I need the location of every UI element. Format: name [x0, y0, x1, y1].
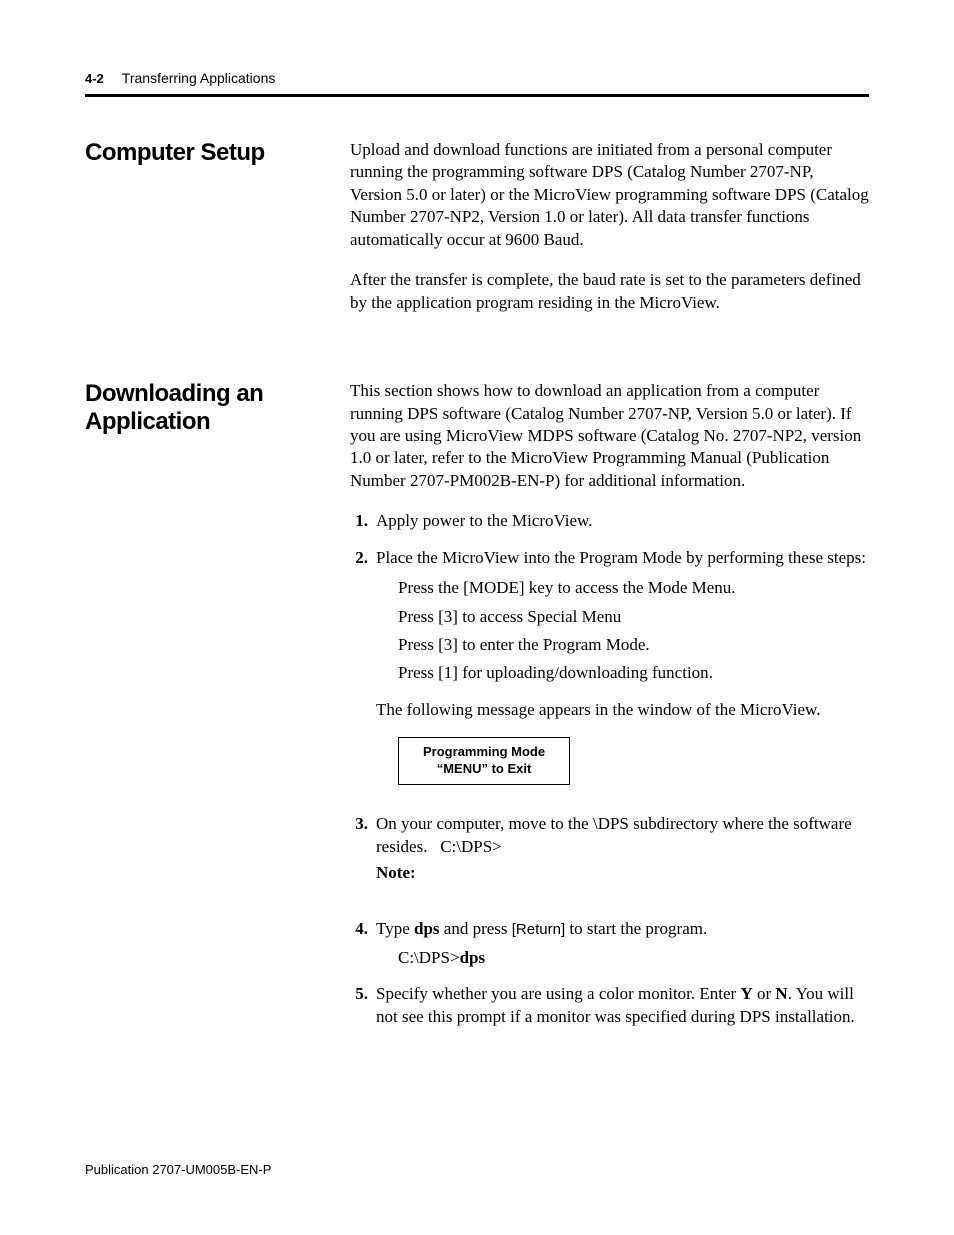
substep: Press [3] to enter the Program Mode.: [398, 634, 869, 656]
list-item: 5. Specify whether you are using a color…: [350, 983, 869, 1028]
step-body: Place the MicroView into the Program Mod…: [376, 547, 869, 791]
list-item: 3. On your computer, move to the \DPS su…: [350, 813, 869, 884]
step-text: or: [753, 984, 776, 1003]
section-body: This section shows how to download an ap…: [350, 380, 869, 1042]
cmd-bold: dps: [460, 948, 486, 967]
step-number: 1.: [350, 510, 376, 532]
substep: Press the [MODE] key to access the Mode …: [398, 577, 869, 599]
choice-n: N: [775, 984, 787, 1003]
section-heading: Downloading an Application: [85, 380, 350, 1042]
list-item: 2. Place the MicroView into the Program …: [350, 547, 869, 791]
command-line: C:\DPS>dps: [376, 947, 869, 969]
choice-y: Y: [740, 984, 752, 1003]
box-line: “MENU” to Exit: [437, 761, 532, 776]
message-box-wrap: Programming Mode “MENU” to Exit: [398, 731, 869, 791]
message-intro: The following message appears in the win…: [376, 699, 869, 721]
ordered-list: 1. Apply power to the MicroView. 2. Plac…: [350, 510, 869, 1028]
paragraph: After the transfer is complete, the baud…: [350, 269, 869, 314]
section-downloading: Downloading an Application This section …: [85, 380, 869, 1042]
note-label: Note:: [376, 862, 869, 884]
list-item: 1. Apply power to the MicroView.: [350, 510, 869, 532]
section-heading: Computer Setup: [85, 139, 350, 332]
substeps: Press the [MODE] key to access the Mode …: [376, 577, 869, 685]
paragraph: Upload and download functions are initia…: [350, 139, 869, 251]
page-number: 4-2: [85, 71, 104, 86]
step-number: 2.: [350, 547, 376, 791]
substep: Press [1] for uploading/downloading func…: [398, 662, 869, 684]
step-body: Specify whether you are using a color mo…: [376, 983, 869, 1028]
step-text: and press: [440, 919, 512, 938]
step-number: 4.: [350, 918, 376, 969]
page-header-title: Transferring Applications: [122, 70, 276, 86]
box-line: Programming Mode: [423, 744, 545, 759]
substep: Press [3] to access Special Menu: [398, 606, 869, 628]
step-text: Specify whether you are using a color mo…: [376, 984, 740, 1003]
step-text: On your computer, move to the \DPS subdi…: [376, 814, 852, 855]
cmd-bold: dps: [414, 919, 440, 938]
step-number: 5.: [350, 983, 376, 1028]
section-body: Upload and download functions are initia…: [350, 139, 869, 332]
footer-publication: Publication 2707-UM005B-EN-P: [85, 1162, 271, 1177]
step-text: to start the program.: [565, 919, 707, 938]
paragraph: This section shows how to download an ap…: [350, 380, 869, 492]
list-item: 4. Type dps and press [Return] to start …: [350, 918, 869, 969]
step-text: Place the MicroView into the Program Mod…: [376, 548, 866, 567]
section-computer-setup: Computer Setup Upload and download funct…: [85, 139, 869, 332]
prompt: C:\DPS>: [398, 948, 460, 967]
page: 4-2 Transferring Applications Computer S…: [0, 0, 954, 1042]
page-header: 4-2 Transferring Applications: [85, 70, 869, 86]
step-number: 3.: [350, 813, 376, 884]
step-body: Apply power to the MicroView.: [376, 510, 869, 532]
step-text: Type: [376, 919, 414, 938]
key-label: [Return]: [512, 921, 565, 938]
step-body: On your computer, move to the \DPS subdi…: [376, 813, 869, 884]
header-rule: [85, 94, 869, 97]
step-body: Type dps and press [Return] to start the…: [376, 918, 869, 969]
message-box: Programming Mode “MENU” to Exit: [398, 737, 570, 785]
